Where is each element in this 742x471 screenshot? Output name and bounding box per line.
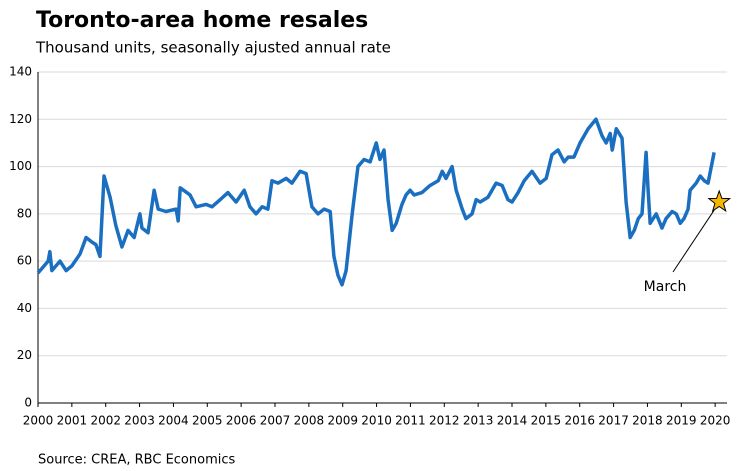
x-tick-label: 2010 [361,414,392,428]
chart-title: Toronto-area home resales [36,8,368,33]
x-tick-label: 2001 [57,414,88,428]
x-tick-label: 2002 [90,414,121,428]
y-tick-label: 120 [9,112,32,126]
x-tick-label: 2011 [395,414,426,428]
annotation-arrow [672,209,715,273]
x-tick-label: 2009 [327,414,358,428]
source-note: Source: CREA, RBC Economics [38,453,236,468]
x-tick-label: 2000 [23,414,54,428]
x-tick-label: 2012 [429,414,460,428]
x-tick-label: 2020 [700,414,731,428]
annotation-star [707,189,732,213]
x-tick-label: 2018 [632,414,663,428]
x-tick-label: 2007 [260,414,291,428]
x-tick-label: 2008 [294,414,325,428]
x-tick-label: 2017 [598,414,629,428]
x-tick-label: 2006 [226,414,257,428]
data-line [36,117,716,287]
y-tick-label: 60 [17,254,32,268]
x-tick-label: 2004 [158,414,189,428]
x-tick-label: 2013 [463,414,494,428]
x-tick-label: 2015 [531,414,562,428]
annotation-label: March [644,279,687,295]
y-tick-label: 140 [9,65,32,79]
y-tick-label: 80 [17,206,32,220]
chart-subtitle: Thousand units, seasonally ajusted annua… [35,39,391,57]
y-tick-label: 100 [9,159,32,173]
y-tick-label: 20 [17,348,32,362]
y-tick-label: 40 [17,301,32,315]
x-tick-label: 2019 [666,414,697,428]
x-tick-label: 2014 [497,414,528,428]
x-tick-label: 2005 [192,414,223,428]
x-tick-label: 2003 [124,414,155,428]
y-tick-label: 0 [24,396,32,410]
x-tick-label: 2016 [564,414,595,428]
